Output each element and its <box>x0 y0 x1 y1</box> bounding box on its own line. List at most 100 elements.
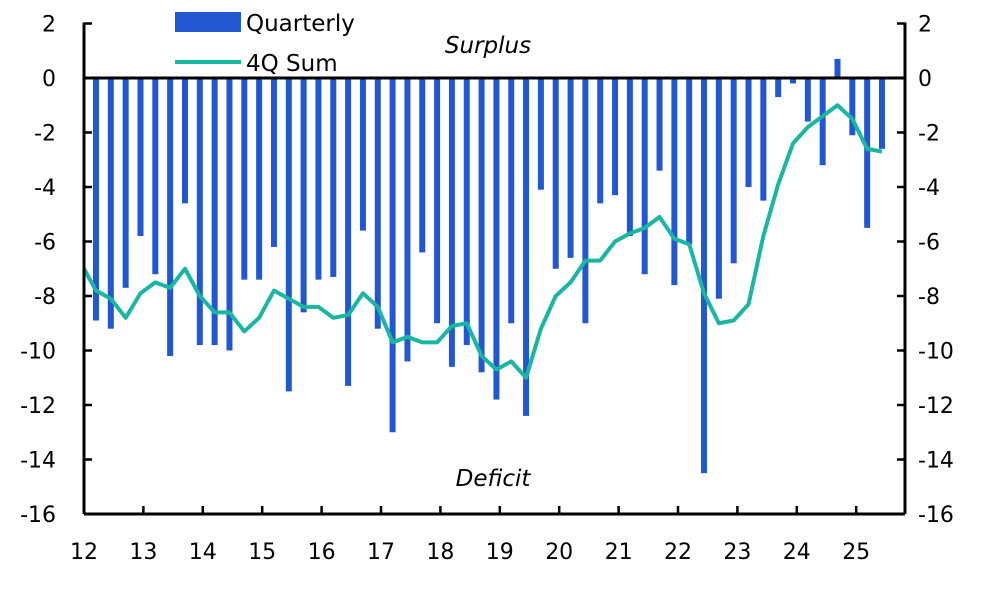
y-tick-label-right: -4 <box>918 176 940 201</box>
x-tick-label: 20 <box>545 540 573 565</box>
bar <box>493 78 500 400</box>
bar <box>107 78 114 329</box>
y-tick-label-right: -16 <box>918 503 954 528</box>
line-series-4q-sum <box>82 103 883 380</box>
bar <box>137 78 144 237</box>
bar <box>419 78 426 253</box>
bar <box>345 78 352 386</box>
bar <box>834 58 841 78</box>
legend-swatch-quarterly <box>175 12 241 32</box>
y-tick-label-left: -4 <box>34 176 56 201</box>
x-tick-label: 17 <box>367 540 395 565</box>
x-tick-label: 12 <box>70 540 98 565</box>
bar <box>849 78 856 136</box>
bar <box>300 78 307 313</box>
y-tick-label-right: -10 <box>918 340 954 365</box>
y-tick-label-left: -12 <box>20 394 56 419</box>
bar <box>878 78 885 149</box>
bar <box>715 78 722 299</box>
x-tick-label: 14 <box>189 540 217 565</box>
y-tick-label-left: -8 <box>34 285 56 310</box>
axes <box>82 22 907 516</box>
bar <box>567 78 574 258</box>
bar <box>656 78 663 171</box>
bar <box>122 78 129 288</box>
bar <box>404 78 411 362</box>
x-tick-label: 18 <box>426 540 454 565</box>
x-tick-label: 25 <box>842 540 870 565</box>
legend-label-4q-sum: 4Q Sum <box>246 51 338 77</box>
bar <box>804 78 811 122</box>
bar <box>790 78 797 84</box>
legend-label-quarterly: Quarterly <box>246 11 355 37</box>
tick-labels: 2 20 0-2 -2-4 -4-6 -6-8 -8-10 -10-12 -12-14 -14-1… <box>20 13 954 566</box>
annotation-deficit: Deficit <box>456 466 532 492</box>
bar <box>434 78 441 324</box>
bar <box>523 78 530 416</box>
bar <box>93 78 99 321</box>
bar <box>167 78 174 356</box>
bar <box>211 78 218 346</box>
y-tick-label-right: -6 <box>918 231 940 256</box>
y-tick-label-left: -10 <box>20 340 56 365</box>
bar <box>612 78 619 196</box>
bar <box>241 78 248 280</box>
bar <box>181 78 188 204</box>
bar <box>775 78 782 98</box>
bar <box>196 78 203 346</box>
y-tick-label-left: -16 <box>20 503 56 528</box>
bar <box>226 78 233 351</box>
x-tick-label: 24 <box>783 540 811 565</box>
y-tick-label-right: 0 <box>918 67 932 92</box>
x-tick-label: 21 <box>605 540 633 565</box>
y-tick-label-right: 2 <box>918 13 932 38</box>
bar <box>701 78 708 474</box>
line-4q-sum <box>82 103 883 380</box>
x-tick-label: 15 <box>248 540 276 565</box>
bar <box>760 78 767 201</box>
x-tick-label: 19 <box>486 540 514 565</box>
bar <box>448 78 455 367</box>
y-tick-label-left: 2 <box>42 13 56 38</box>
legend: Quarterly 4Q Sum <box>175 11 355 77</box>
y-tick-label-right: -14 <box>918 449 954 474</box>
bar <box>864 78 871 228</box>
bar <box>285 78 292 392</box>
x-tick-label: 13 <box>129 540 157 565</box>
y-tick-label-right: -12 <box>918 394 954 419</box>
y-tick-label-left: -2 <box>34 122 56 147</box>
bar <box>256 78 263 280</box>
x-tick-label: 16 <box>308 540 336 565</box>
bar <box>626 78 633 237</box>
bar <box>315 78 322 280</box>
y-tick-label-left: 0 <box>42 67 56 92</box>
bar <box>359 78 366 231</box>
bar <box>152 78 159 275</box>
bar <box>582 78 589 324</box>
bar <box>478 78 485 373</box>
bar <box>597 78 604 204</box>
annotation-surplus: Surplus <box>445 33 531 59</box>
bar <box>389 78 396 433</box>
bar <box>686 78 693 245</box>
bar <box>552 78 559 269</box>
y-tick-label-right: -2 <box>918 122 940 147</box>
bar-series-quarterly <box>93 58 885 474</box>
y-tick-label-left: -14 <box>20 449 56 474</box>
x-tick-label: 23 <box>723 540 751 565</box>
bar <box>537 78 544 190</box>
bar <box>508 78 515 324</box>
bar <box>730 78 737 264</box>
y-tick-label-right: -8 <box>918 285 940 310</box>
bar <box>270 78 277 247</box>
y-tick-label-left: -6 <box>34 231 56 256</box>
bar <box>330 78 337 277</box>
bar <box>819 78 826 166</box>
bar <box>671 78 678 286</box>
bar <box>463 78 470 346</box>
bar <box>641 78 648 275</box>
x-tick-label: 22 <box>664 540 692 565</box>
bar <box>745 78 752 187</box>
bar <box>374 78 381 329</box>
